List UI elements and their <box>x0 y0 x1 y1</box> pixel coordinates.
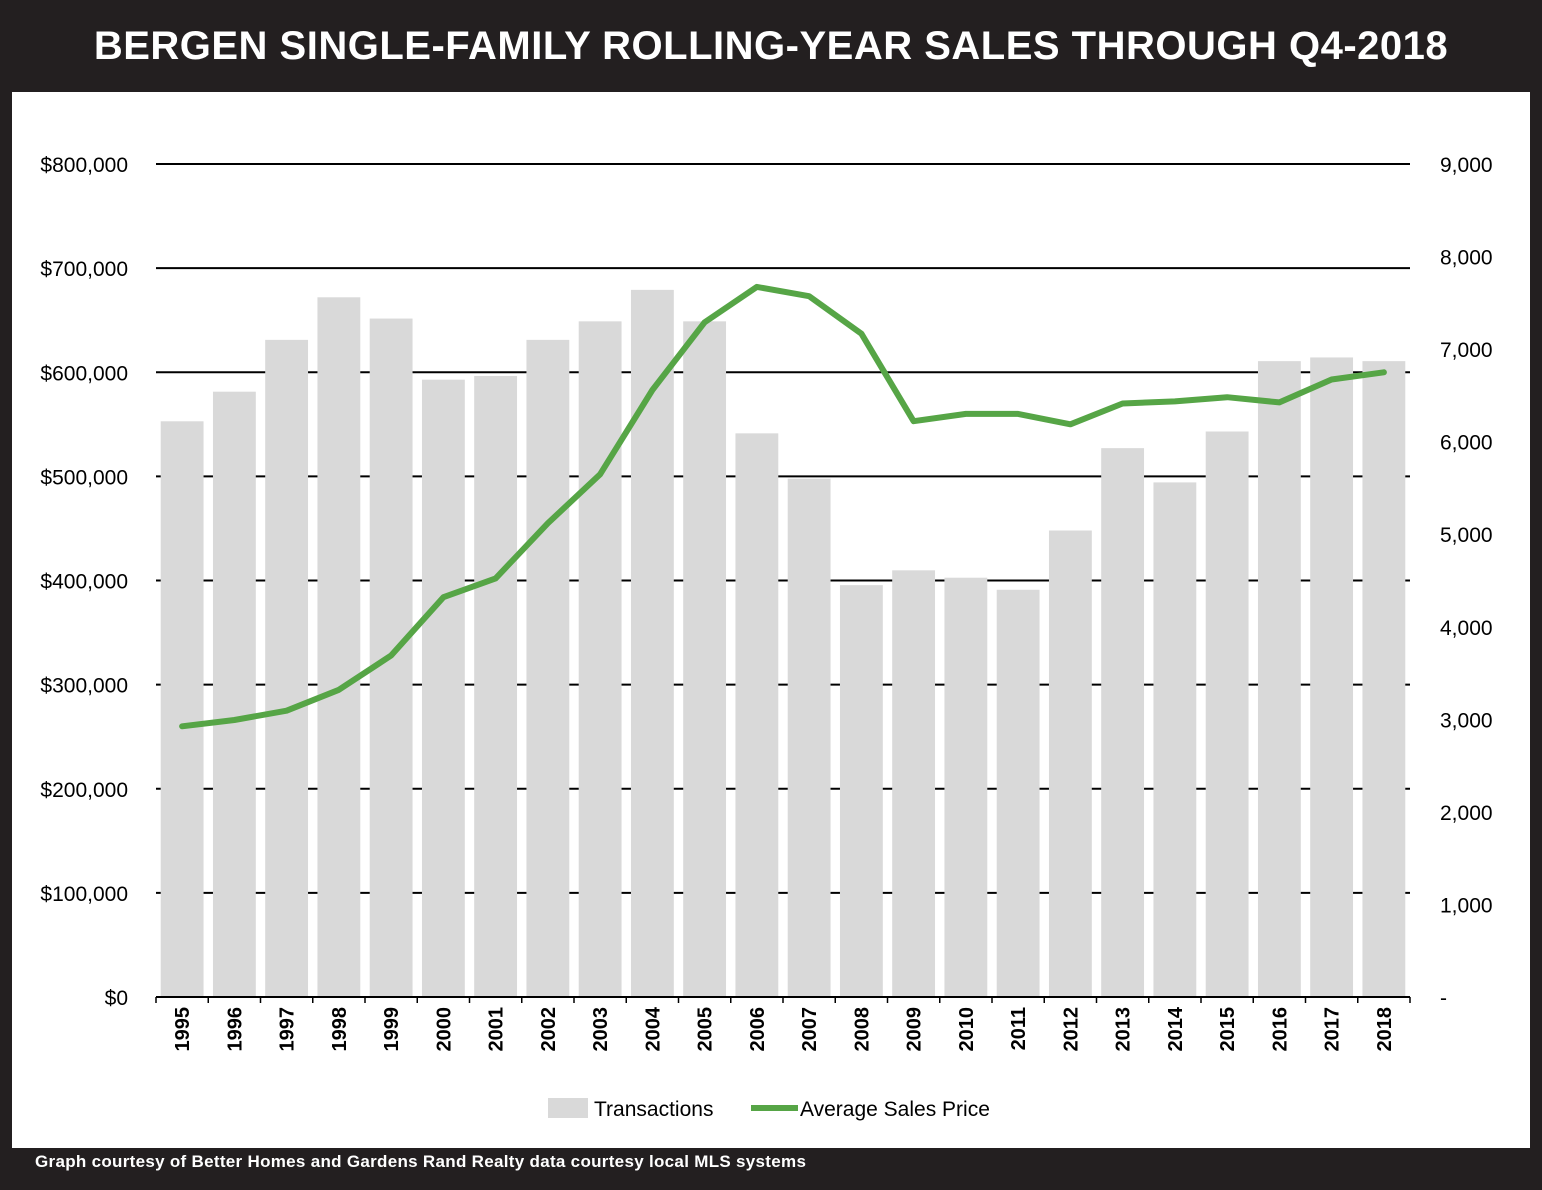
x-tick-label: 1998 <box>329 1007 351 1052</box>
y-left-tick-label: $100,000 <box>40 883 128 906</box>
y-right-tick-label: 4,000 <box>1440 617 1493 640</box>
bar-transactions <box>839 585 883 997</box>
x-tick-label: 2006 <box>747 1007 769 1052</box>
price-line <box>179 283 1387 730</box>
x-tick-label: 2007 <box>799 1007 821 1052</box>
bar-transactions <box>1310 357 1354 997</box>
y-right-tick-label: 5,000 <box>1440 524 1493 547</box>
footer-credit: Graph courtesy of Better Homes and Garde… <box>35 1152 807 1171</box>
y-right-tick-label: 9,000 <box>1440 154 1493 177</box>
legend-swatch-transactions <box>548 1098 588 1118</box>
x-tick-label: 2000 <box>433 1007 455 1052</box>
x-tick-label: 2012 <box>1060 1007 1082 1052</box>
axes: $0 $100,000 $200,000 $300,000 $400,000 $500,0… <box>40 154 1492 1052</box>
y-right-tick-label: 8,000 <box>1440 247 1493 270</box>
series-line-average-sales-price <box>179 283 1387 730</box>
bar-transactions <box>683 321 727 997</box>
bars <box>160 289 1406 998</box>
y-left-tick-label: $700,000 <box>40 258 128 281</box>
y-left-tick-label: $0 <box>105 987 128 1010</box>
bar-transactions <box>317 297 361 997</box>
bar-transactions <box>212 391 256 998</box>
bar-transactions <box>1205 431 1249 997</box>
bar-transactions <box>1048 530 1092 997</box>
bar-transactions <box>1257 361 1301 998</box>
bar-transactions <box>787 478 831 997</box>
x-tick-label: 2005 <box>695 1007 717 1052</box>
title-bar: BERGEN SINGLE-FAMILY ROLLING-YEAR SALES … <box>0 0 1542 92</box>
grid-lines <box>156 163 1410 894</box>
x-tick-label: 1995 <box>172 1007 194 1052</box>
bar-transactions <box>1101 448 1145 997</box>
bar-transactions <box>735 433 779 997</box>
bar-transactions <box>474 375 518 997</box>
bar-transactions <box>1153 482 1197 997</box>
x-tick-label: 2009 <box>904 1007 926 1052</box>
bar-transactions <box>892 570 936 997</box>
bar-transactions <box>526 339 570 997</box>
bar-transactions <box>630 289 674 997</box>
legend-label-average-sales-price: Average Sales Price <box>800 1098 990 1121</box>
y-right-tick-label: 2,000 <box>1440 802 1493 825</box>
bar-transactions <box>996 589 1040 997</box>
x-tick-label: 2016 <box>1269 1007 1291 1052</box>
bar-transactions <box>160 421 204 997</box>
bar-transactions <box>578 321 622 997</box>
chart-title: BERGEN SINGLE-FAMILY ROLLING-YEAR SALES … <box>93 23 1449 68</box>
x-tick-label: 2017 <box>1322 1007 1344 1052</box>
x-tick-label: 2015 <box>1217 1007 1239 1052</box>
legend: Transactions Average Sales Price <box>548 1098 990 1121</box>
y-left-tick-label: $600,000 <box>40 362 128 385</box>
y-left-tick-label: $800,000 <box>40 154 128 177</box>
x-tick-label: 2003 <box>590 1007 612 1052</box>
bar-transactions <box>1362 361 1406 998</box>
y-right-tick-label: - <box>1440 987 1447 1010</box>
y-left-tick-label: $200,000 <box>40 779 128 802</box>
x-tick-label: 2004 <box>642 1006 664 1051</box>
x-tick-label: 2002 <box>538 1007 560 1052</box>
y-left-tick-label: $300,000 <box>40 675 128 698</box>
x-tick-label: 2011 <box>1008 1007 1030 1050</box>
x-tick-label: 1999 <box>381 1007 403 1052</box>
bar-transactions <box>265 339 309 997</box>
y-right-tick-label: 7,000 <box>1440 339 1493 362</box>
x-tick-label: 2008 <box>851 1007 873 1052</box>
x-tick-label: 2013 <box>1113 1007 1135 1052</box>
legend-label-transactions: Transactions <box>594 1098 713 1121</box>
x-tick-label: 1997 <box>277 1007 299 1052</box>
y-right-tick-label: 6,000 <box>1440 432 1493 455</box>
x-tick-label: 2010 <box>956 1007 978 1052</box>
y-left-tick-label: $500,000 <box>40 466 128 489</box>
bar-transactions <box>421 379 465 998</box>
bar-transactions <box>944 577 988 997</box>
x-tick-label: 2001 <box>486 1007 508 1052</box>
y-right-tick-label: 1,000 <box>1440 894 1493 917</box>
y-right-tick-label: 3,000 <box>1440 709 1493 732</box>
x-tick-label: 1996 <box>224 1007 246 1052</box>
x-tick-label: 2018 <box>1374 1007 1396 1052</box>
y-left-tick-label: $400,000 <box>40 571 128 594</box>
x-tick-label: 2014 <box>1165 1006 1187 1051</box>
